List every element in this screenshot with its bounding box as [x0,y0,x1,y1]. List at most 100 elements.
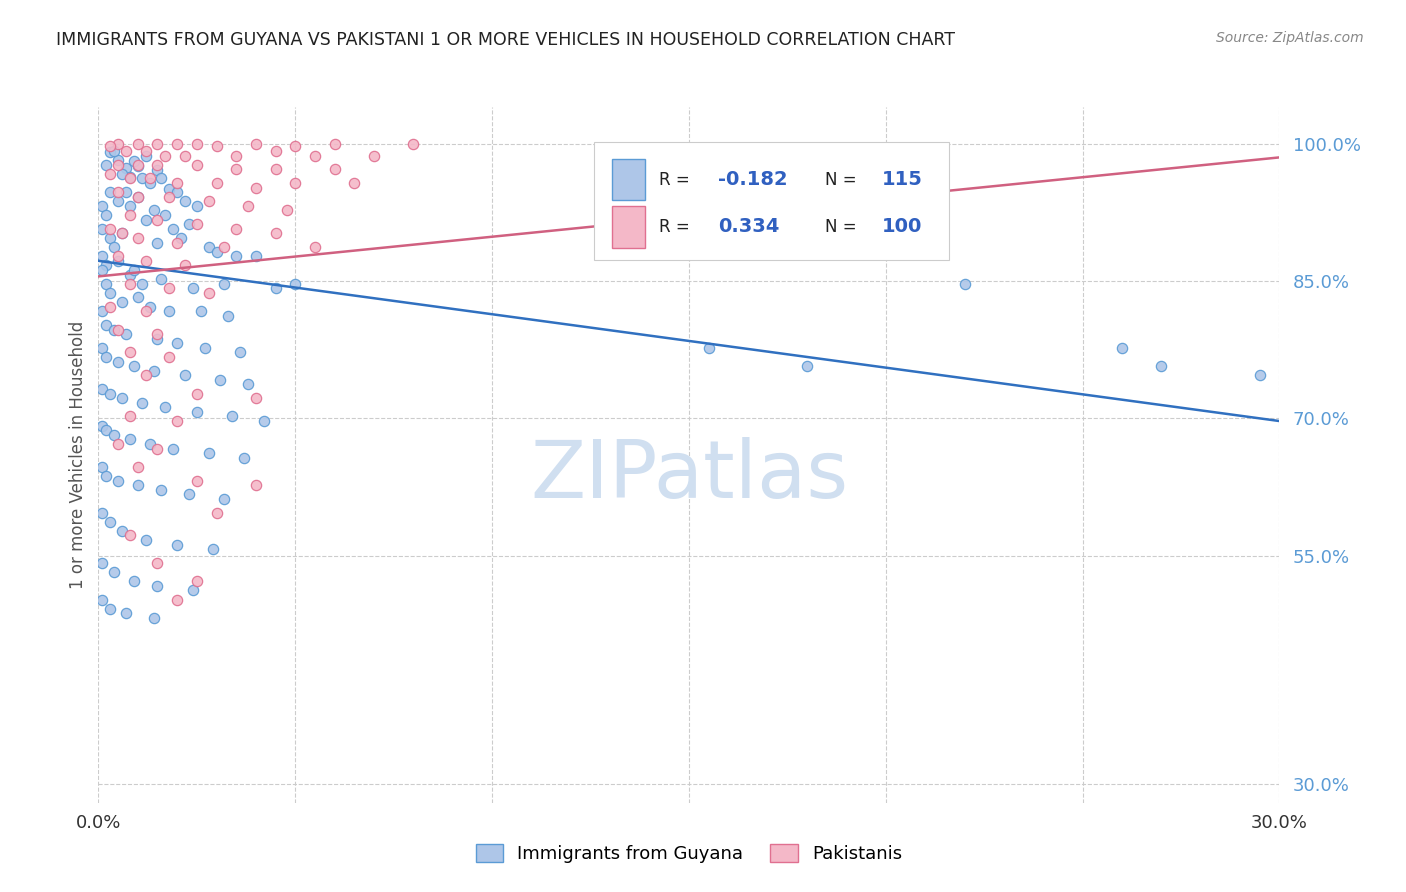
FancyBboxPatch shape [612,159,645,201]
FancyBboxPatch shape [612,206,645,248]
Text: Source: ZipAtlas.com: Source: ZipAtlas.com [1216,31,1364,45]
Point [205,176,228,190]
Point [197,285,219,300]
Point [138,176,160,190]
Point [107,249,129,263]
Point [98,300,121,314]
Point [177,487,200,501]
Point [323,136,346,151]
Point [138,437,160,451]
Point [236,377,259,392]
Point [177,217,200,231]
Point [96,158,118,172]
Text: 30.0%: 30.0% [1251,814,1308,831]
Point [174,148,197,162]
Point [201,542,224,557]
Point [1150,359,1173,373]
Point [157,350,180,364]
Point [115,607,138,621]
Point [98,231,121,245]
Point [323,162,346,177]
Point [91,418,114,433]
Point [103,565,125,579]
Point [225,148,247,162]
Point [118,268,141,282]
Point [174,194,197,209]
Point [157,304,180,318]
Point [166,176,188,190]
Point [186,474,208,488]
Point [146,332,169,346]
Point [264,162,287,177]
Point [150,171,173,186]
Text: N =: N = [825,170,862,189]
Point [304,148,326,162]
Point [146,212,169,227]
FancyBboxPatch shape [595,142,949,260]
Point [181,583,204,598]
Point [111,391,134,405]
Point [142,203,165,218]
Point [229,345,252,359]
Point [264,281,287,295]
Point [284,277,307,291]
Point [127,459,149,474]
Point [127,158,149,172]
Point [245,478,267,492]
Point [186,217,208,231]
Point [205,139,228,153]
Point [236,199,259,213]
Point [96,318,118,332]
Point [245,180,267,194]
Point [135,304,157,318]
Point [276,203,298,218]
Point [157,181,180,195]
Point [103,427,125,442]
Point [103,240,125,254]
Point [122,359,145,373]
Point [127,478,149,492]
Point [233,450,256,465]
Point [166,592,188,607]
Point [118,171,141,186]
Point [264,144,287,158]
Point [127,190,149,204]
Point [98,515,121,529]
Point [91,556,114,570]
Point [127,231,149,245]
Text: -0.182: -0.182 [718,170,789,189]
Point [155,148,177,162]
Point [138,171,160,186]
Point [103,322,125,336]
Point [96,259,118,273]
Point [343,176,366,190]
Point [181,281,204,295]
Point [166,136,188,151]
Point [150,272,173,286]
Point [91,263,114,277]
Point [245,249,267,263]
Point [142,611,165,625]
Point [118,199,141,213]
Point [194,341,217,355]
Point [122,574,145,589]
Point [225,249,247,263]
Point [146,235,169,250]
Point [166,185,188,199]
Point [174,368,197,383]
Point [115,327,138,342]
Point [157,190,180,204]
Point [1111,341,1133,355]
Point [118,169,141,184]
Point [1249,368,1271,383]
Point [131,171,153,186]
Point [103,144,125,158]
Point [190,304,212,318]
Point [186,136,208,151]
Text: ZIPatlas: ZIPatlas [530,437,848,515]
Point [91,506,114,520]
Point [118,409,141,424]
Point [162,442,184,456]
Point [146,158,169,172]
Point [131,396,153,410]
